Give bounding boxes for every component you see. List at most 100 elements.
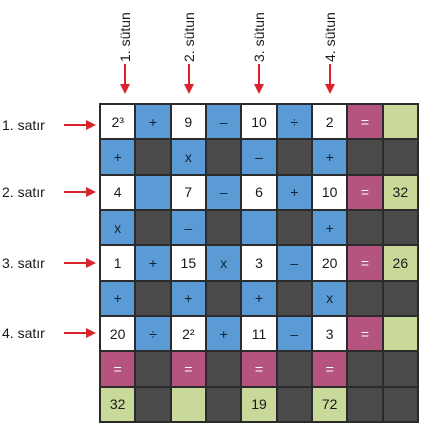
result-cell-r3-c9: 32 [383, 175, 417, 209]
result-cell-r5-c9: 26 [383, 246, 417, 280]
number-cell-r3-c1: 4 [101, 175, 135, 209]
operator-cell-r4-c3: – [171, 210, 205, 245]
number-cell-r1-c1: 2³ [101, 105, 135, 139]
blank-cell-r6-c4 [206, 281, 241, 315]
number-cell-r1-c5: 10 [242, 105, 276, 139]
number-cell-r5-c3: 15 [171, 246, 205, 280]
equals-cell-r8-c1: = [101, 352, 135, 386]
operator-cell-r7-c2: ÷ [136, 316, 170, 351]
number-cell-r7-c1: 20 [101, 316, 135, 351]
operator-cell-r1-c2: + [136, 105, 170, 139]
column-label-2: 2. sütun [181, 12, 197, 62]
blank-cell-r8-c6 [277, 352, 311, 386]
equals-cell-r8-c7: = [312, 352, 347, 386]
column-label-4: 4. sütun [322, 12, 338, 62]
blank-cell-r9-c8 [348, 387, 382, 421]
column-arrowhead-1 [120, 84, 130, 94]
equals-cell-r8-c3: = [171, 352, 205, 386]
result-cell-r1-c9 [383, 105, 417, 139]
operator-cell-r7-c6: – [277, 316, 311, 351]
operator-cell-r5-c2: + [136, 246, 170, 280]
blank-cell-r8-c9 [383, 352, 417, 386]
operator-cell-r1-c6: ÷ [277, 105, 311, 139]
operator-cell-r4-c7: + [312, 210, 347, 245]
column-arrowhead-2 [184, 84, 194, 94]
operator-cell-r2-c3: x [171, 140, 205, 174]
result-cell-r9-c1: 32 [101, 387, 135, 421]
equals-cell-r5-c8: = [348, 246, 382, 280]
column-label-1: 1. sütun [117, 12, 133, 62]
blank-cell-r2-c6 [277, 140, 311, 174]
number-cell-r5-c1: 1 [101, 246, 135, 280]
blank-cell-r4-c8 [348, 210, 382, 245]
equals-cell-r7-c8: = [348, 316, 382, 351]
column-arrow-4 [329, 64, 331, 86]
operator-cell-r2-c1: + [101, 140, 135, 174]
row-arrow-4 [64, 332, 88, 334]
number-cell-r1-c3: 9 [171, 105, 205, 139]
blank-cell-r6-c6 [277, 281, 311, 315]
row-arrow-3 [64, 262, 88, 264]
column-arrowhead-3 [254, 84, 264, 94]
operator-cell-r5-c4: x [206, 246, 241, 280]
number-cell-r1-c7: 2 [312, 105, 347, 139]
row-label-4: 4. satır [2, 325, 45, 341]
blank-cell-r8-c4 [206, 352, 241, 386]
column-arrow-1 [124, 64, 126, 86]
number-cell-r5-c5: 3 [242, 246, 276, 280]
column-arrowhead-4 [325, 84, 335, 94]
blank-cell-r2-c4 [206, 140, 241, 174]
blank-cell-r6-c9 [383, 281, 417, 315]
blank-cell-r4-c2 [136, 210, 170, 245]
number-cell-r7-c7: 3 [312, 316, 347, 351]
blank-cell-r8-c8 [348, 352, 382, 386]
blank-cell-r6-c8 [348, 281, 382, 315]
operator-cell-r2-c5: – [242, 140, 276, 174]
operation-puzzle-grid: 2³ +9–10 ÷ 2 = + x – +4 7–6 +10 = 32 x – +1 +15 x 3–20 = 26 +… [99, 103, 419, 423]
blank-cell-r9-c2 [136, 387, 170, 421]
row-arrow-2 [64, 191, 88, 193]
blank-cell-r9-c9 [383, 387, 417, 421]
row-label-3: 3. satır [2, 255, 45, 271]
number-cell-r7-c3: 2² [171, 316, 205, 351]
row-label-1: 1. satır [2, 117, 45, 133]
blank-cell-r9-c4 [206, 387, 241, 421]
row-label-2: 2. satır [2, 184, 45, 200]
operator-cell-r5-c6: – [277, 246, 311, 280]
operator-cell-r6-c7: x [312, 281, 347, 315]
blank-cell-r8-c2 [136, 352, 170, 386]
operator-cell-r2-c7: + [312, 140, 347, 174]
blank-cell-r4-c4 [206, 210, 241, 245]
operator-cell-r3-c2 [136, 175, 170, 209]
number-cell-r3-c5: 6 [242, 175, 276, 209]
number-cell-r3-c7: 10 [312, 175, 347, 209]
result-cell-r9-c7: 72 [312, 387, 347, 421]
result-cell-r9-c3 [171, 387, 205, 421]
blank-cell-r4-c6 [277, 210, 311, 245]
blank-cell-r2-c8 [348, 140, 382, 174]
blank-cell-r2-c2 [136, 140, 170, 174]
result-cell-r9-c5: 19 [242, 387, 276, 421]
operator-cell-r7-c4: + [206, 316, 241, 351]
equals-cell-r3-c8: = [348, 175, 382, 209]
operator-cell-r4-c1: x [101, 210, 135, 245]
column-label-3: 3. sütun [251, 12, 267, 62]
column-arrow-3 [258, 64, 260, 86]
operator-cell-r3-c4: – [206, 175, 241, 209]
operator-cell-r6-c3: + [171, 281, 205, 315]
number-cell-r7-c5: 11 [242, 316, 276, 351]
operator-cell-r6-c5: + [242, 281, 276, 315]
row-arrowhead-3 [86, 258, 96, 268]
blank-cell-r9-c6 [277, 387, 311, 421]
blank-cell-r4-c9 [383, 210, 417, 245]
row-arrowhead-1 [86, 120, 96, 130]
row-arrowhead-2 [86, 187, 96, 197]
blank-cell-r2-c9 [383, 140, 417, 174]
blank-cell-r6-c2 [136, 281, 170, 315]
operator-cell-r6-c1: + [101, 281, 135, 315]
number-cell-r3-c3: 7 [171, 175, 205, 209]
operator-cell-r3-c6: + [277, 175, 311, 209]
column-arrow-2 [188, 64, 190, 86]
operator-cell-r4-c5 [242, 210, 276, 245]
equals-cell-r1-c8: = [348, 105, 382, 139]
